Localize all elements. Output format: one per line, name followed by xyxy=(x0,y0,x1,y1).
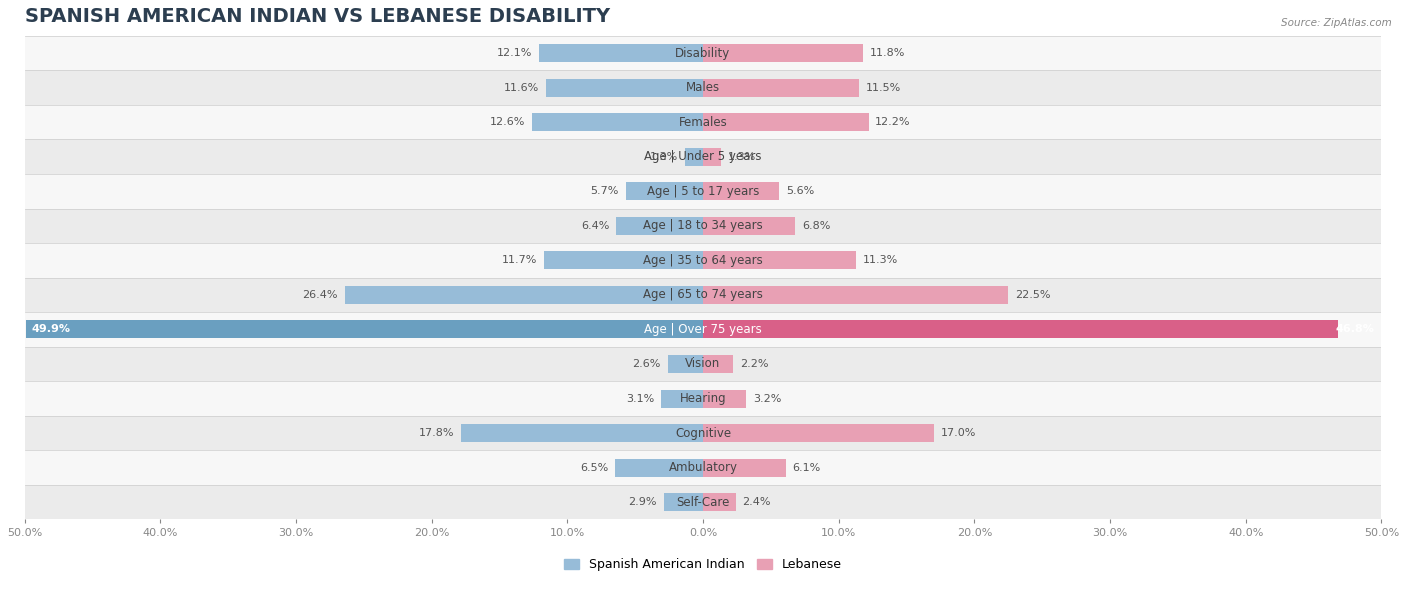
Text: Self-Care: Self-Care xyxy=(676,496,730,509)
Text: Males: Males xyxy=(686,81,720,94)
Text: 6.5%: 6.5% xyxy=(579,463,607,472)
Bar xyxy=(544,252,703,269)
Text: Hearing: Hearing xyxy=(679,392,727,405)
Bar xyxy=(531,113,703,131)
Bar xyxy=(703,355,733,373)
Bar xyxy=(703,493,735,511)
Bar xyxy=(703,424,934,442)
Bar xyxy=(703,390,747,408)
Text: 2.4%: 2.4% xyxy=(742,497,770,507)
Bar xyxy=(24,312,1382,347)
Text: 6.4%: 6.4% xyxy=(581,221,609,231)
Bar xyxy=(626,182,703,200)
Text: 6.1%: 6.1% xyxy=(793,463,821,472)
Bar xyxy=(703,217,796,235)
Bar xyxy=(664,493,703,511)
Bar xyxy=(616,217,703,235)
Legend: Spanish American Indian, Lebanese: Spanish American Indian, Lebanese xyxy=(560,553,846,576)
Bar xyxy=(614,458,703,477)
Bar xyxy=(703,44,863,62)
Bar xyxy=(24,381,1382,416)
Bar xyxy=(668,355,703,373)
Text: 12.6%: 12.6% xyxy=(489,117,526,127)
Text: 12.1%: 12.1% xyxy=(496,48,531,58)
Bar xyxy=(24,416,1382,450)
Bar xyxy=(703,321,1339,338)
Text: Age | Under 5 years: Age | Under 5 years xyxy=(644,150,762,163)
Bar xyxy=(703,286,1008,304)
Bar xyxy=(24,485,1382,520)
Text: 6.8%: 6.8% xyxy=(801,221,831,231)
Bar xyxy=(24,209,1382,243)
Text: Age | 18 to 34 years: Age | 18 to 34 years xyxy=(643,219,763,233)
Text: 1.3%: 1.3% xyxy=(651,152,679,162)
Bar xyxy=(685,147,703,166)
Bar xyxy=(538,44,703,62)
Bar xyxy=(24,278,1382,312)
Bar xyxy=(703,79,859,97)
Text: Females: Females xyxy=(679,116,727,129)
Text: 1.3%: 1.3% xyxy=(727,152,755,162)
Bar xyxy=(24,105,1382,140)
Bar xyxy=(461,424,703,442)
Text: 26.4%: 26.4% xyxy=(302,290,337,300)
Text: 11.7%: 11.7% xyxy=(502,255,537,266)
Text: 5.7%: 5.7% xyxy=(591,186,619,196)
Text: 3.2%: 3.2% xyxy=(754,394,782,403)
Bar xyxy=(546,79,703,97)
Text: 17.8%: 17.8% xyxy=(419,428,454,438)
Text: 2.9%: 2.9% xyxy=(628,497,657,507)
Text: Ambulatory: Ambulatory xyxy=(668,461,738,474)
Bar xyxy=(24,174,1382,209)
Bar xyxy=(703,147,721,166)
Text: 12.2%: 12.2% xyxy=(876,117,911,127)
Text: Cognitive: Cognitive xyxy=(675,427,731,439)
Bar xyxy=(24,243,1382,278)
Text: 3.1%: 3.1% xyxy=(626,394,654,403)
Text: 46.8%: 46.8% xyxy=(1336,324,1375,334)
Bar xyxy=(703,182,779,200)
Text: 11.5%: 11.5% xyxy=(866,83,901,92)
Text: Source: ZipAtlas.com: Source: ZipAtlas.com xyxy=(1281,18,1392,28)
Text: Age | 65 to 74 years: Age | 65 to 74 years xyxy=(643,288,763,302)
Text: 11.3%: 11.3% xyxy=(863,255,898,266)
Bar xyxy=(661,390,703,408)
Text: Vision: Vision xyxy=(685,357,721,370)
Text: Age | 35 to 64 years: Age | 35 to 64 years xyxy=(643,254,763,267)
Bar xyxy=(344,286,703,304)
Text: 11.8%: 11.8% xyxy=(870,48,905,58)
Bar xyxy=(703,458,786,477)
Text: 49.9%: 49.9% xyxy=(31,324,70,334)
Text: 11.6%: 11.6% xyxy=(503,83,538,92)
Bar xyxy=(703,252,856,269)
Text: 2.6%: 2.6% xyxy=(633,359,661,369)
Text: 22.5%: 22.5% xyxy=(1015,290,1050,300)
Text: 5.6%: 5.6% xyxy=(786,186,814,196)
Bar xyxy=(24,36,1382,70)
Bar xyxy=(25,321,703,338)
Bar xyxy=(24,140,1382,174)
Text: 2.2%: 2.2% xyxy=(740,359,768,369)
Bar xyxy=(24,450,1382,485)
Bar xyxy=(703,113,869,131)
Text: Age | Over 75 years: Age | Over 75 years xyxy=(644,323,762,336)
Bar xyxy=(24,70,1382,105)
Text: 17.0%: 17.0% xyxy=(941,428,976,438)
Text: Age | 5 to 17 years: Age | 5 to 17 years xyxy=(647,185,759,198)
Text: SPANISH AMERICAN INDIAN VS LEBANESE DISABILITY: SPANISH AMERICAN INDIAN VS LEBANESE DISA… xyxy=(24,7,610,26)
Bar xyxy=(24,347,1382,381)
Text: Disability: Disability xyxy=(675,47,731,59)
